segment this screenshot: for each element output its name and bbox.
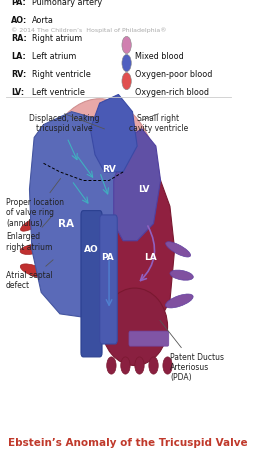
Text: AO:: AO:: [11, 16, 27, 25]
Polygon shape: [29, 112, 128, 318]
Text: RV: RV: [103, 165, 116, 174]
Text: Aorta: Aorta: [32, 16, 54, 25]
Ellipse shape: [135, 357, 144, 374]
Text: AO: AO: [84, 245, 99, 254]
FancyBboxPatch shape: [129, 331, 169, 346]
FancyBboxPatch shape: [100, 215, 117, 344]
Ellipse shape: [20, 244, 44, 254]
Text: Right ventricle: Right ventricle: [32, 70, 91, 79]
Ellipse shape: [20, 216, 45, 231]
Text: LA:: LA:: [11, 52, 26, 61]
Ellipse shape: [121, 357, 130, 374]
Ellipse shape: [166, 242, 191, 257]
Text: LV:: LV:: [11, 88, 24, 97]
Text: Ebstein’s Anomaly of the Tricuspid Valve: Ebstein’s Anomaly of the Tricuspid Valve: [8, 438, 248, 448]
Text: LV: LV: [138, 184, 150, 193]
Circle shape: [122, 73, 131, 90]
Text: RA: RA: [58, 219, 74, 229]
Ellipse shape: [107, 357, 116, 374]
Text: Left atrium: Left atrium: [32, 52, 76, 61]
Text: Left ventricle: Left ventricle: [32, 88, 85, 97]
Text: Right atrium: Right atrium: [32, 34, 82, 43]
Ellipse shape: [165, 294, 193, 308]
Text: PA: PA: [101, 253, 114, 262]
Text: RA:: RA:: [11, 34, 26, 43]
Text: Mixed blood: Mixed blood: [135, 52, 184, 61]
Ellipse shape: [163, 357, 172, 374]
Text: Oxygen-poor blood: Oxygen-poor blood: [135, 70, 212, 79]
Polygon shape: [90, 94, 137, 172]
Polygon shape: [100, 172, 175, 353]
Text: RV:: RV:: [11, 70, 26, 79]
Text: Pulmonary artery: Pulmonary artery: [32, 0, 102, 7]
Ellipse shape: [170, 270, 193, 280]
Circle shape: [122, 37, 131, 54]
Circle shape: [122, 55, 131, 72]
Text: Proper location
of valve ring
(annulus): Proper location of valve ring (annulus): [6, 179, 64, 227]
Text: Displaced, leaking
tricuspid valve: Displaced, leaking tricuspid valve: [29, 114, 100, 133]
Ellipse shape: [149, 357, 158, 374]
Polygon shape: [114, 129, 160, 241]
Text: PA:: PA:: [11, 0, 26, 7]
Text: Oxygen-rich blood: Oxygen-rich blood: [135, 88, 209, 97]
Ellipse shape: [39, 99, 160, 288]
Text: Enlarged
right atrium: Enlarged right atrium: [6, 217, 52, 252]
FancyBboxPatch shape: [81, 211, 102, 357]
Ellipse shape: [20, 264, 48, 278]
Text: Patent Ductus
Arteriosus
(PDA): Patent Ductus Arteriosus (PDA): [160, 320, 224, 382]
Text: LA: LA: [144, 253, 156, 262]
Text: Small right
cavity ventricle: Small right cavity ventricle: [129, 114, 188, 133]
Text: © 2014 The Children’s  Hospital of Philadelphia®: © 2014 The Children’s Hospital of Philad…: [11, 28, 166, 33]
Ellipse shape: [102, 288, 168, 365]
Text: Atrial septal
defect: Atrial septal defect: [6, 260, 53, 290]
